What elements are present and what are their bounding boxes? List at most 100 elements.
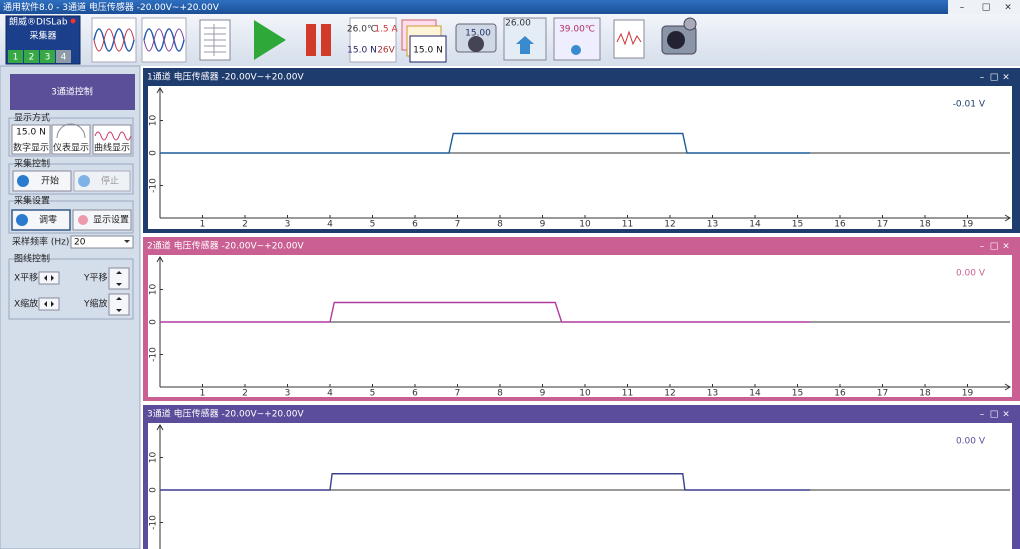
icon-lines [204, 24, 226, 56]
icon-text: 15.0 N [413, 46, 443, 56]
y-tick-label: -10 [149, 515, 159, 530]
panel-control[interactable]: – [980, 242, 985, 252]
x-tick-label: 5 [370, 220, 376, 230]
icon-wave [616, 30, 642, 46]
rate-select[interactable] [70, 235, 134, 249]
group-label: 采集设置 [14, 195, 50, 207]
channel-number: 1 [13, 53, 19, 63]
camera-icon[interactable]: 15.00 [455, 23, 497, 53]
x-tick-label: 3 [285, 220, 291, 230]
arrow [44, 275, 54, 281]
logo-dot [70, 18, 76, 24]
logo-brand: 朗威®DISLab [9, 16, 68, 28]
y-tick-label: 10 [149, 284, 159, 296]
panel-control[interactable]: × [1002, 410, 1010, 420]
close-button[interactable]: × [1004, 3, 1012, 13]
panel-title: 3通道 电压传感器 -20.00V~+20.00V [147, 408, 304, 420]
trace-line [160, 473, 811, 491]
x-tick-label: 15 [792, 389, 803, 399]
panel-control[interactable]: – [980, 73, 985, 83]
plot-area [148, 423, 1012, 549]
x-tick-label: 2 [242, 220, 248, 230]
panel-control[interactable]: × [1002, 242, 1010, 252]
icon-text: 26V [377, 46, 395, 56]
arrow [44, 301, 54, 307]
x-tick-label: 18 [919, 389, 931, 399]
x-tick-label: 16 [834, 220, 846, 230]
start-button[interactable] [254, 20, 286, 60]
y-pan-arrows[interactable] [108, 267, 130, 290]
gauge-button[interactable] [51, 124, 91, 155]
x-pan-arrows[interactable] [38, 271, 60, 285]
display-settings-control[interactable] [72, 209, 132, 231]
wave-icon[interactable] [91, 17, 137, 63]
panel-title: 1通道 电压传感器 -20.00V~+20.00V [147, 71, 304, 83]
maximize-button[interactable]: □ [982, 3, 991, 13]
stop-control[interactable] [73, 170, 131, 192]
settings-symbol [78, 215, 88, 225]
digital-button[interactable] [11, 124, 51, 155]
channel-number: 4 [61, 53, 67, 63]
panel-control[interactable]: × [1002, 73, 1010, 83]
x-zoom-arrows[interactable] [38, 297, 60, 311]
x-tick-label: 7 [455, 220, 461, 230]
trace-line [160, 301, 811, 323]
wave-icon[interactable] [141, 17, 187, 63]
panel-control[interactable]: □ [990, 73, 999, 83]
collector-logo[interactable]: 朗威®DISLab 采集器 1 2 3 4 [5, 15, 81, 65]
plot-area [148, 86, 1012, 229]
x-tick-label: 13 [707, 220, 718, 230]
panel-control[interactable]: – [980, 410, 985, 420]
channel-box [56, 50, 71, 63]
x-tick-label: 8 [497, 220, 503, 230]
y-tick-label: 0 [149, 319, 159, 325]
icon-bg [349, 17, 397, 63]
y-tick-label: 10 [149, 115, 159, 127]
minimize-button[interactable]: – [960, 3, 965, 13]
x-tick-label: 11 [622, 389, 633, 399]
stop-symbol [78, 175, 90, 187]
x-tick-label: 2 [242, 389, 248, 399]
stop-button[interactable] [306, 24, 331, 56]
button-label: 数字显示 [13, 142, 49, 154]
lens [667, 31, 685, 49]
group-label: 采集控制 [14, 158, 50, 170]
video-icon[interactable] [661, 17, 697, 55]
button-label: 调零 [39, 215, 57, 226]
zero-icon[interactable]: 26.00 [503, 17, 547, 61]
curve-button[interactable] [92, 124, 132, 155]
x-tick-label: 5 [370, 389, 376, 399]
x-tick-label: 12 [664, 220, 675, 230]
title-bar [0, 0, 1020, 14]
icon-wave [93, 28, 135, 52]
group-box [8, 258, 134, 320]
window-controls-bg [948, 0, 1020, 14]
channel-number: 2 [29, 53, 35, 63]
temperature-icon[interactable]: 39.00℃ [553, 17, 601, 61]
table-icon[interactable] [199, 19, 231, 61]
digital-icon[interactable]: 15.0 N [401, 19, 447, 63]
panel-control[interactable]: □ [990, 242, 999, 252]
x-tick-label: 8 [497, 389, 503, 399]
zero-control[interactable] [11, 209, 71, 231]
x-tick-label: 14 [749, 389, 761, 399]
y-zoom-arrows[interactable] [108, 293, 130, 316]
sensor-icon[interactable]: 26.0℃ 1.5 A 15.0 N 26V [347, 17, 399, 63]
start-control[interactable] [12, 170, 72, 192]
button-label: 显示设置 [93, 215, 129, 226]
channel-box [40, 50, 55, 63]
x-tick-label: 1 [200, 220, 206, 230]
panel-title: 2通道 电压传感器 -20.00V~+20.00V [147, 240, 304, 252]
panel-control[interactable]: □ [990, 410, 999, 420]
group-box [8, 163, 134, 195]
x-tick-label: 6 [412, 220, 418, 230]
x-tick-label: 3 [285, 389, 291, 399]
window-title: 通用软件8.0 - 3通道 电压传感器 -20.00V~+20.00V [3, 1, 220, 13]
report-icon[interactable] [613, 19, 645, 59]
group-box [8, 117, 134, 157]
x-tick-label: 12 [664, 389, 675, 399]
card [409, 35, 447, 63]
x-tick-label: 4 [327, 220, 333, 230]
reading: 0.00 V [956, 437, 986, 447]
